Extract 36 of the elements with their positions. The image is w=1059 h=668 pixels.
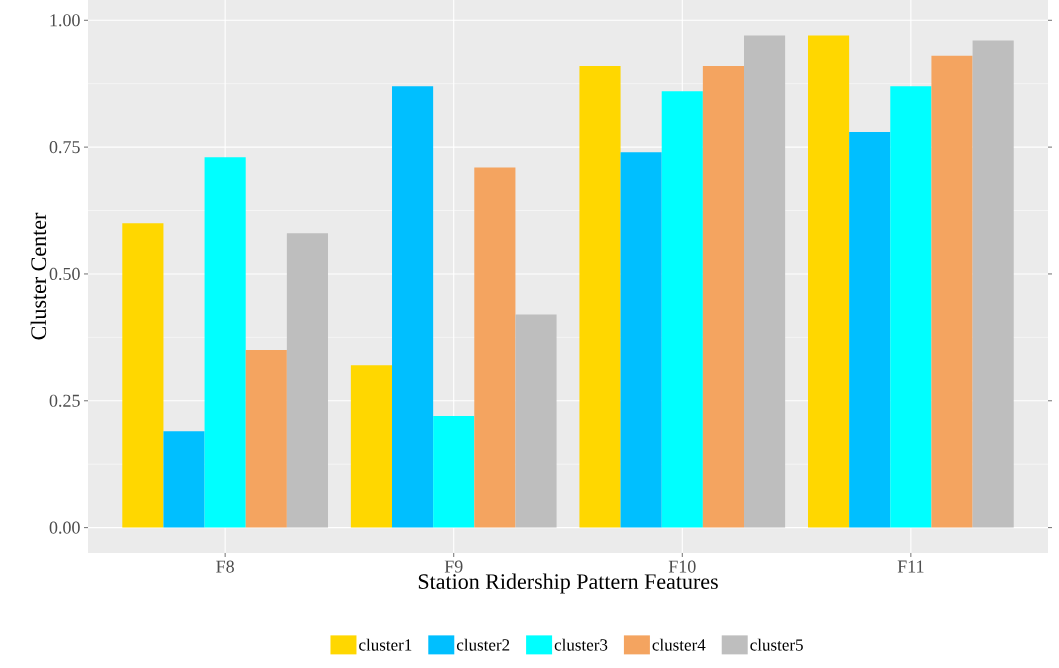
bar — [350, 365, 393, 528]
legend-label: cluster5 — [750, 638, 803, 651]
bar — [808, 35, 850, 528]
legend-label: cluster1 — [359, 638, 412, 651]
x-tick-label: F8 — [216, 560, 234, 573]
y-tick-label: 0.75 — [49, 141, 80, 154]
x-tick-label: F11 — [897, 560, 924, 573]
bar — [163, 431, 205, 528]
bar — [931, 55, 973, 528]
bar — [972, 40, 1014, 528]
bar — [515, 314, 557, 528]
bar — [702, 65, 744, 528]
legend-label: cluster4 — [652, 638, 706, 651]
x-tick-label: F9 — [444, 560, 463, 573]
bar — [849, 131, 891, 528]
bar — [579, 65, 621, 528]
legend-label: cluster3 — [554, 638, 608, 651]
bar — [286, 233, 329, 528]
bar — [122, 223, 164, 528]
bar — [204, 157, 246, 528]
bar — [245, 350, 287, 528]
legend-label: cluster2 — [456, 638, 510, 651]
bar — [392, 86, 434, 528]
bar — [474, 167, 516, 528]
bar — [744, 35, 786, 528]
y-tick-label: 0.00 — [49, 521, 80, 534]
y-tick-label: 0.25 — [49, 394, 80, 407]
x-tick-label: F10 — [668, 560, 696, 573]
bar — [890, 86, 932, 528]
y-tick-label: 1.00 — [50, 14, 80, 27]
bar — [433, 416, 475, 528]
y-tick-label: 0.50 — [49, 267, 80, 281]
x-axis-title: Station Ridership Pattern Features — [418, 573, 718, 594]
bar — [661, 91, 703, 528]
y-axis-title: Cluster Center — [30, 212, 47, 340]
bar — [620, 152, 662, 528]
